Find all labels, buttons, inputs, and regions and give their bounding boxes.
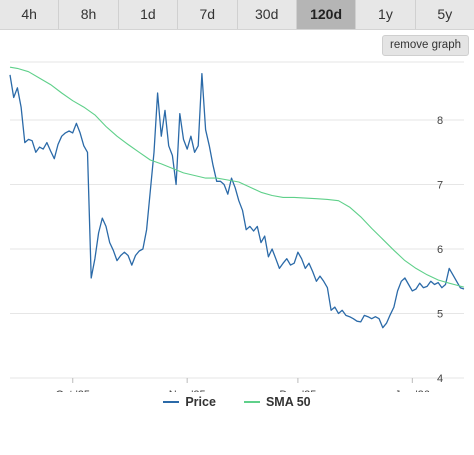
x-tick-label: Oct '25: [55, 389, 90, 392]
x-tick-label: Nov '25: [169, 389, 206, 392]
x-tick-label: Jan '26: [395, 389, 430, 392]
tab-4h[interactable]: 4h: [0, 0, 60, 29]
legend-label-sma-50: SMA 50: [265, 395, 311, 409]
price-chart: 4 5 6 7 8 Oct '25 Nov '25 Dec '25 Jan '26: [9, 61, 465, 392]
legend-item-price[interactable]: Price: [163, 395, 216, 409]
sma-50-line: [9, 66, 465, 288]
tab-30d[interactable]: 30d: [238, 0, 297, 29]
price-line: [9, 72, 465, 329]
remove-graph-button[interactable]: remove graph: [382, 35, 469, 56]
tab-8h[interactable]: 8h: [59, 0, 119, 29]
chart-legend: Price SMA 50: [0, 392, 474, 412]
grid-lines: [10, 61, 464, 379]
x-tick-label: Dec '25: [279, 389, 316, 392]
tab-5y[interactable]: 5y: [437, 6, 453, 22]
legend-label-price: Price: [185, 395, 216, 409]
y-axis-ticks: 4 5 6 7 8: [437, 115, 443, 385]
time-range-tabs: 4h 8h 1d 7d 30d 120d 1y 5y: [0, 0, 474, 30]
tab-1d[interactable]: 1d: [119, 0, 179, 29]
y-tick-label: 4: [437, 373, 443, 385]
y-tick-label: 8: [437, 115, 443, 127]
x-axis-ticks: Oct '25 Nov '25 Dec '25 Jan '26: [55, 378, 430, 392]
series-lines: [9, 66, 465, 329]
y-tick-label: 6: [437, 244, 443, 256]
tab-7d[interactable]: 7d: [178, 0, 238, 29]
y-tick-label: 5: [437, 309, 443, 321]
y-tick-label: 7: [437, 180, 443, 192]
tab-1y[interactable]: 1y: [356, 0, 416, 29]
tab-120d[interactable]: 120d: [296, 0, 357, 29]
legend-swatch-price: [163, 401, 180, 403]
legend-swatch-sma-50: [243, 401, 260, 403]
legend-item-sma-50[interactable]: SMA 50: [243, 395, 311, 409]
